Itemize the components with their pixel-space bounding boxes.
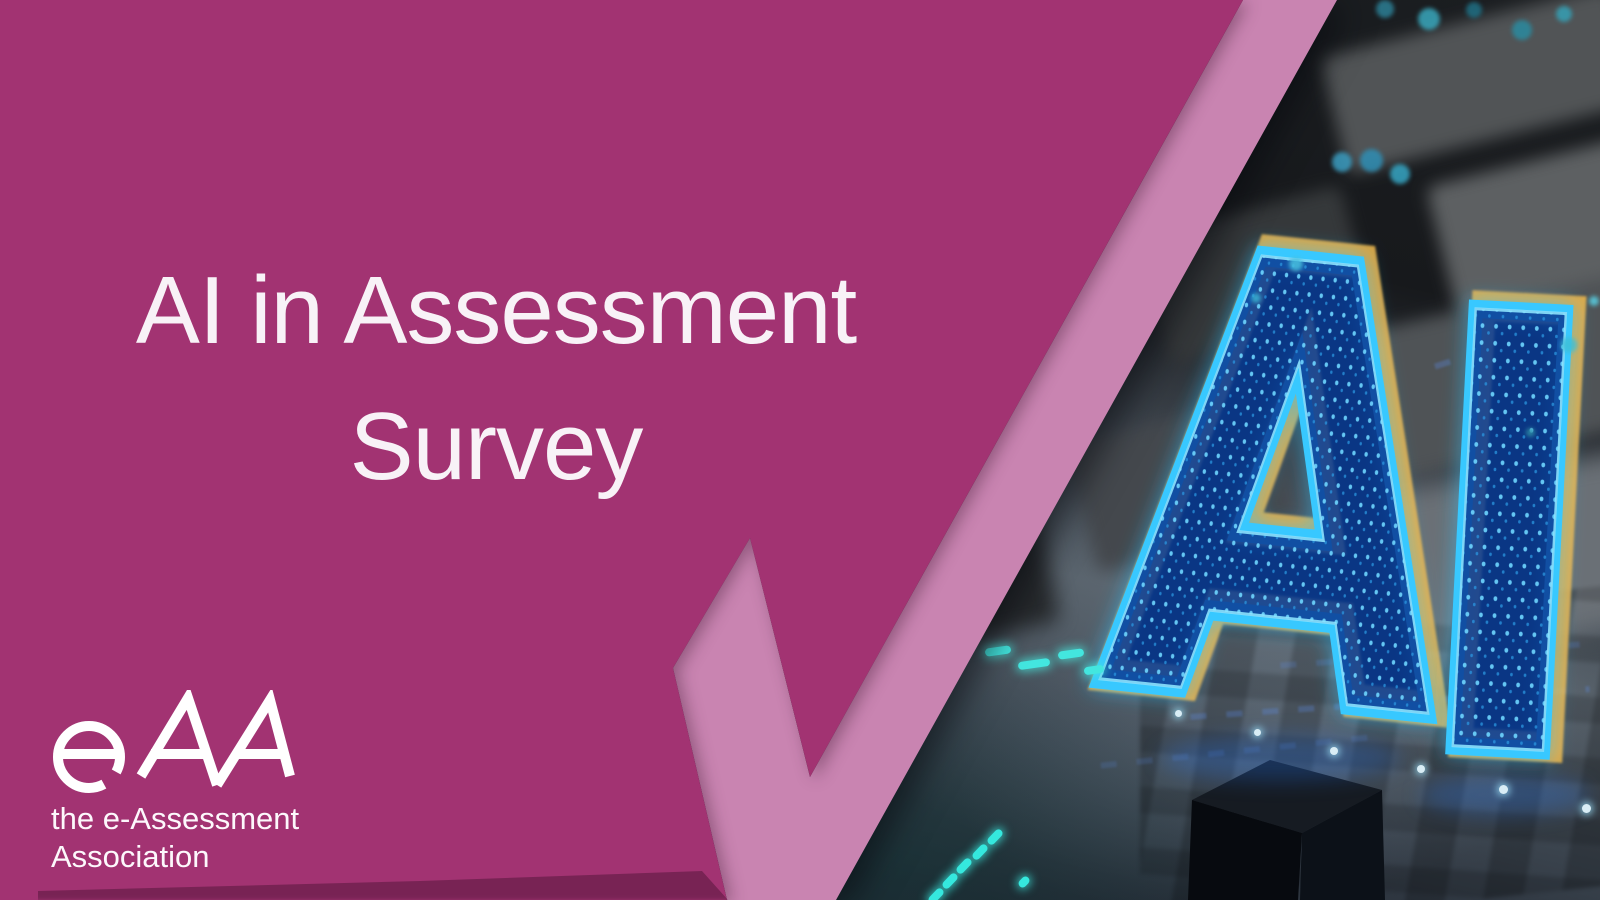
logo-tagline-line-1: the e-Assessment [51,801,300,836]
eaa-logo: the e-Assessment Association [45,690,345,874]
page-title: AI in Assessment Survey [0,243,992,515]
title-line-1: AI in Assessment [135,257,857,364]
logo-a1 [136,690,222,787]
logo-tagline: the e-Assessment Association [51,800,351,876]
eaa-wordmark [53,690,295,793]
logo-tagline-line-2: Association [51,839,210,874]
title-line-2: Survey [349,393,644,500]
logo-a2-with-tick [212,690,295,788]
